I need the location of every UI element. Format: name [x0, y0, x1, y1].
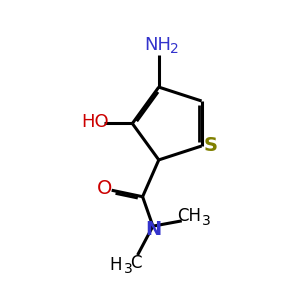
Text: N: N: [146, 220, 162, 239]
Text: CH: CH: [177, 207, 201, 225]
Text: S: S: [204, 136, 218, 155]
Text: HO: HO: [81, 113, 109, 131]
Text: 3: 3: [202, 214, 210, 228]
Text: NH: NH: [144, 36, 171, 54]
Text: O: O: [97, 179, 112, 198]
Text: H: H: [110, 256, 122, 274]
Text: 3: 3: [124, 262, 133, 276]
Text: C: C: [130, 254, 142, 272]
Text: 2: 2: [170, 42, 178, 56]
